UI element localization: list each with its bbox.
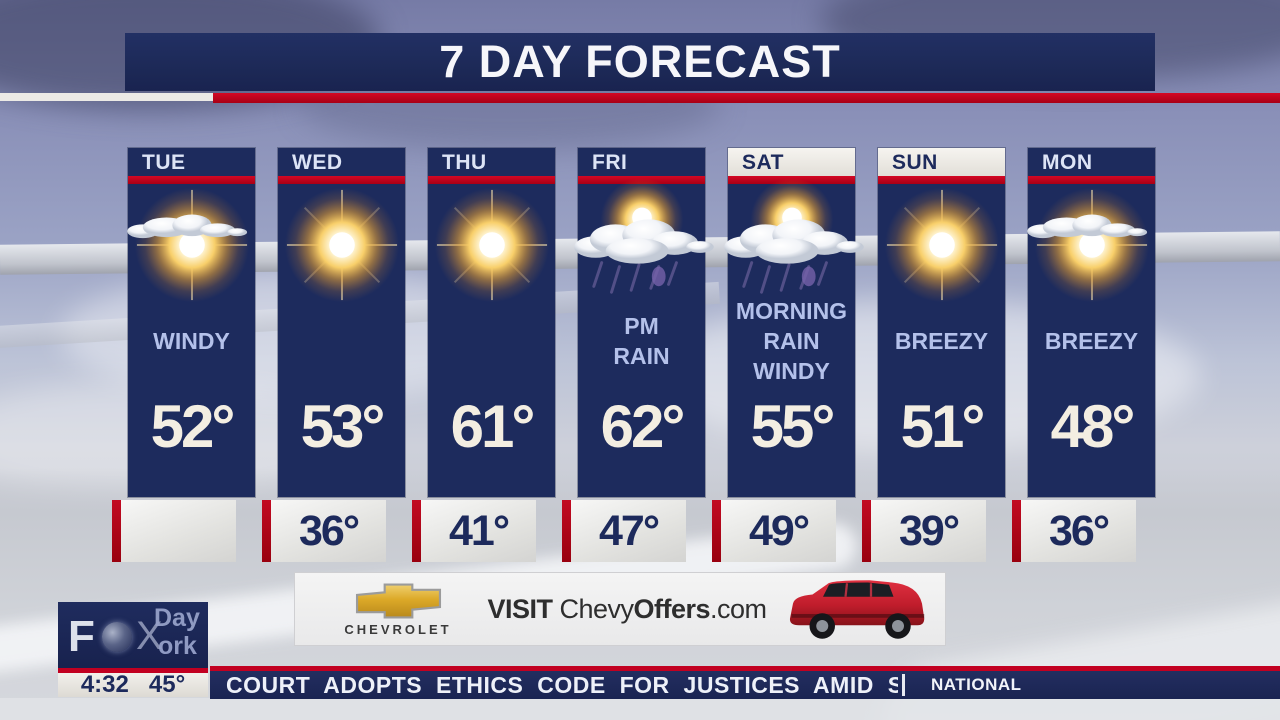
- condition-text: BREEZY: [894, 328, 989, 355]
- day-text: FRI: [592, 151, 628, 174]
- fox-letter-x: X: [136, 614, 163, 658]
- condition-text: [272, 290, 411, 394]
- low-temp-wed: 36°: [262, 500, 386, 562]
- forecast-column-wed: WED 53°: [278, 148, 405, 497]
- condition-text: PM RAIN: [613, 313, 670, 369]
- day-label: WED: [278, 148, 405, 176]
- low-temp-fri: 47°: [562, 500, 686, 562]
- logo-fragment-day: Day: [154, 604, 200, 632]
- day-text: TUE: [142, 151, 186, 174]
- day-text: THU: [442, 151, 487, 174]
- forecast-column-mon: MON BREEZY 48°: [1026, 148, 1155, 497]
- station-logo: F X Day ork: [58, 602, 208, 668]
- forecast-column-thu: THU 61°: [428, 148, 555, 497]
- weather-icon: [723, 178, 864, 304]
- fox-letter-f: F: [68, 612, 95, 661]
- chevrolet-logo: CHEVROLET: [323, 582, 473, 637]
- day-text: MON: [1042, 151, 1093, 174]
- high-temp: 61°: [450, 393, 536, 460]
- logo-fragment-ork: ork: [158, 632, 197, 660]
- forecast-column-fri: FRI PM RAIN 62°: [573, 148, 714, 497]
- low-temp-tue: [112, 500, 236, 562]
- news-ticker: COURT ADOPTS ETHICS CODE FOR JUSTICES AM…: [210, 666, 1280, 699]
- column-red-bar: [128, 176, 255, 184]
- high-temp: 53°: [300, 393, 386, 460]
- ticker-headline: COURT ADOPTS ETHICS CODE FOR JUSTICES AM…: [226, 671, 898, 698]
- divider-white: [0, 93, 213, 101]
- low-red-bar: [712, 500, 721, 562]
- red-suv-image: [789, 579, 925, 639]
- low-red-bar: [412, 500, 421, 562]
- day-label: FRI: [578, 148, 705, 176]
- low-red-bar: [262, 500, 271, 562]
- studio-swoosh: [0, 698, 1280, 720]
- column-red-bar: [878, 176, 1005, 184]
- condition-text: MORNING RAIN WINDY: [735, 298, 848, 384]
- low-red-bar: [562, 500, 571, 562]
- low-temp-text: 41°: [448, 506, 510, 555]
- ticker-red-bar: [210, 666, 1280, 671]
- condition-text: [422, 290, 561, 394]
- high-temp: 55°: [750, 393, 836, 460]
- forecast-column-sun: SUN BREEZY 51°: [878, 148, 1005, 497]
- forecast-column-tue: TUE WINDY 52°: [126, 148, 255, 497]
- low-red-bar: [112, 500, 121, 562]
- low-red-bar: [862, 500, 871, 562]
- low-temp-thu: 41°: [412, 500, 536, 562]
- weather-icon: [126, 186, 255, 304]
- time-temp-bar: 4:32 45°: [58, 671, 208, 698]
- weather-icon: [878, 186, 1005, 304]
- low-temp-sun: 39°: [862, 500, 986, 562]
- weather-icon: [278, 186, 405, 304]
- low-temp-text: 36°: [298, 506, 360, 555]
- title-banner: 7 DAY FORECAST: [125, 33, 1155, 91]
- column-red-bar: [278, 176, 405, 184]
- current-temp: 45°: [148, 671, 186, 698]
- low-temp-sat: 49°: [712, 500, 836, 562]
- forecast-column-sat: SAT MORNING RAIN WINDY 55°: [723, 148, 864, 497]
- day-label: SUN: [878, 148, 1005, 176]
- weather-icon: [1026, 186, 1155, 304]
- day-label: TUE: [128, 148, 255, 176]
- ad-message[interactable]: VISIT ChevyOffers.com: [487, 593, 767, 624]
- fox-globe-icon: [102, 622, 132, 652]
- condition-text: WINDY: [153, 328, 230, 355]
- high-temp: 62°: [600, 393, 686, 460]
- column-red-bar: [428, 176, 555, 184]
- high-temp: 48°: [1050, 393, 1136, 460]
- sponsor-banner[interactable]: CHEVROLET VISIT ChevyOffers.com: [295, 573, 945, 645]
- column-red-bar: [1028, 176, 1155, 184]
- low-red-bar: [1012, 500, 1021, 562]
- low-temp-text: 36°: [1048, 506, 1110, 555]
- weather-icon: [573, 178, 714, 304]
- clock-time: 4:32: [80, 671, 129, 698]
- ticker-category: NATIONAL: [931, 675, 1022, 694]
- day-label: MON: [1028, 148, 1155, 176]
- condition-text: BREEZY: [1044, 328, 1139, 355]
- weather-icon: [428, 186, 555, 304]
- low-temp-mon: 36°: [1012, 500, 1136, 562]
- ticker-body: COURT ADOPTS ETHICS CODE FOR JUSTICES AM…: [210, 671, 1280, 699]
- day-label: THU: [428, 148, 555, 176]
- day-text: WED: [292, 151, 343, 174]
- logo-red-bar: [58, 668, 208, 673]
- day-text: SUN: [892, 151, 938, 174]
- ticker-divider: [902, 674, 905, 696]
- page-title: 7 DAY FORECAST: [439, 36, 841, 87]
- low-temp-text: 49°: [748, 506, 810, 555]
- high-temp: 51°: [900, 393, 986, 460]
- day-text: SAT: [742, 151, 784, 174]
- low-temp-text: 47°: [598, 506, 660, 555]
- chevrolet-bowtie-icon: [355, 583, 441, 618]
- low-temp-text: 39°: [898, 506, 960, 555]
- day-label: SAT: [728, 148, 855, 176]
- chevrolet-wordmark: CHEVROLET: [344, 621, 452, 637]
- divider-red: [213, 93, 1280, 103]
- high-temp: 52°: [150, 393, 236, 460]
